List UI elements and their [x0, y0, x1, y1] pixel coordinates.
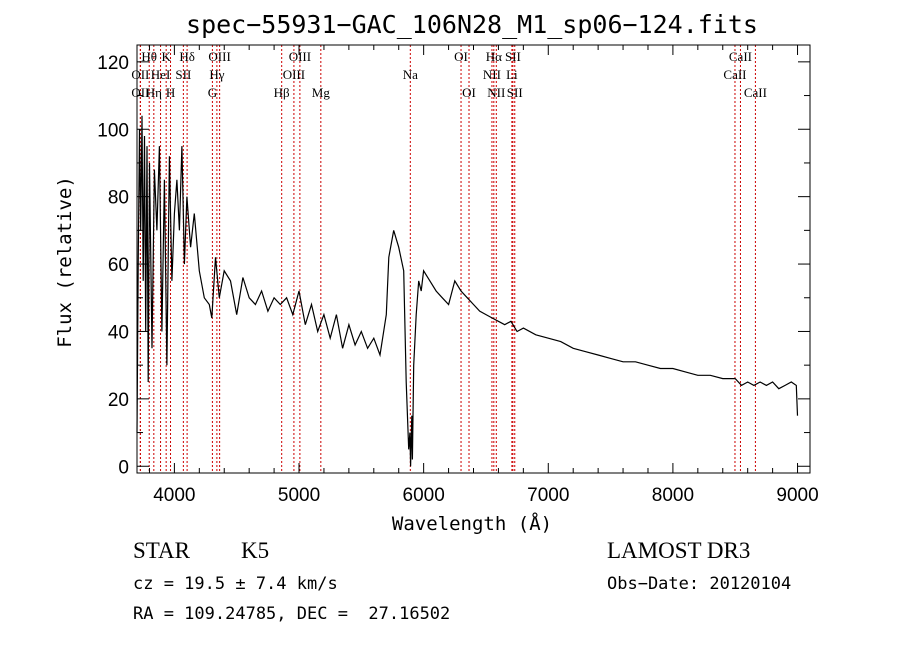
redshift-text: cz = 19.5 ± 7.4 km/s: [133, 574, 338, 594]
line-label-12: Hγ: [209, 67, 224, 82]
line-label-0: Hθ: [141, 49, 157, 64]
x-tick-label-0: 4000: [153, 485, 195, 506]
line-label-19: Hη: [146, 85, 162, 100]
line-label-13: OIII: [283, 67, 305, 82]
line-label-7: SII: [505, 49, 521, 64]
line-label-17: CaII: [723, 67, 746, 82]
line-label-5: OI: [454, 49, 468, 64]
object-subclass: K5: [241, 538, 270, 563]
chart-title: spec−55931−GAC_106N28_M1_sp06−124.fits: [186, 10, 758, 39]
line-label-4: OIII: [289, 49, 311, 64]
y-tick-label-2: 40: [108, 322, 129, 343]
x-tick-label-4: 8000: [652, 485, 694, 506]
line-label-1: K: [161, 49, 171, 64]
line-label-8: CaII: [729, 49, 752, 64]
y-axis-ticks: 0 20 40 60 80 100 120: [97, 53, 810, 478]
survey-name: LAMOST DR3: [607, 538, 751, 563]
line-label-9: OII: [131, 67, 149, 82]
plot-frame: [136, 44, 811, 474]
spectrum-series-line: [136, 115, 799, 467]
x-tick-label-5: 9000: [776, 485, 818, 506]
x-axis-label: Wavelength (Å): [392, 512, 552, 535]
line-label-21: G: [208, 85, 217, 100]
x-axis-ticks: 4000 5000 6000 7000 8000 9000: [148, 45, 819, 506]
line-label-22: Hβ: [274, 85, 290, 100]
line-label-25: NII: [487, 85, 505, 100]
y-axis-label: Flux (relative): [54, 176, 76, 348]
line-label-15: NII: [483, 67, 501, 82]
object-class: STAR: [133, 538, 190, 563]
line-label-6: Hα: [486, 49, 502, 64]
line-label-11: SII: [175, 67, 191, 82]
y-tick-label-6: 120: [97, 53, 129, 74]
line-label-23: Mg: [312, 85, 331, 100]
obs-date: Obs−Date: 20120104: [607, 574, 792, 594]
line-id-markers: [139, 45, 756, 473]
line-label-26: SII: [507, 85, 523, 100]
y-tick-label-3: 60: [108, 255, 129, 276]
x-tick-label-1: 5000: [278, 485, 320, 506]
line-label-2: Hδ: [179, 49, 195, 64]
line-label-18: OII: [131, 85, 149, 100]
line-label-10: HeI: [151, 67, 171, 82]
line-label-16: Li: [506, 67, 518, 82]
line-label-3: OIII: [208, 49, 230, 64]
x-tick-label-3: 7000: [527, 485, 569, 506]
x-tick-label-2: 6000: [403, 485, 445, 506]
y-tick-label-0: 0: [118, 457, 129, 478]
line-label-24: OI: [462, 85, 476, 100]
y-tick-label-5: 100: [97, 120, 129, 141]
line-label-14: Na: [403, 67, 418, 82]
y-tick-label-4: 80: [108, 188, 129, 209]
line-label-27: CaII: [744, 85, 767, 100]
line-label-20: H: [166, 85, 175, 100]
y-tick-label-1: 20: [108, 390, 129, 411]
coordinates-text: RA = 109.24785, DEC = 27.16502: [133, 604, 451, 624]
